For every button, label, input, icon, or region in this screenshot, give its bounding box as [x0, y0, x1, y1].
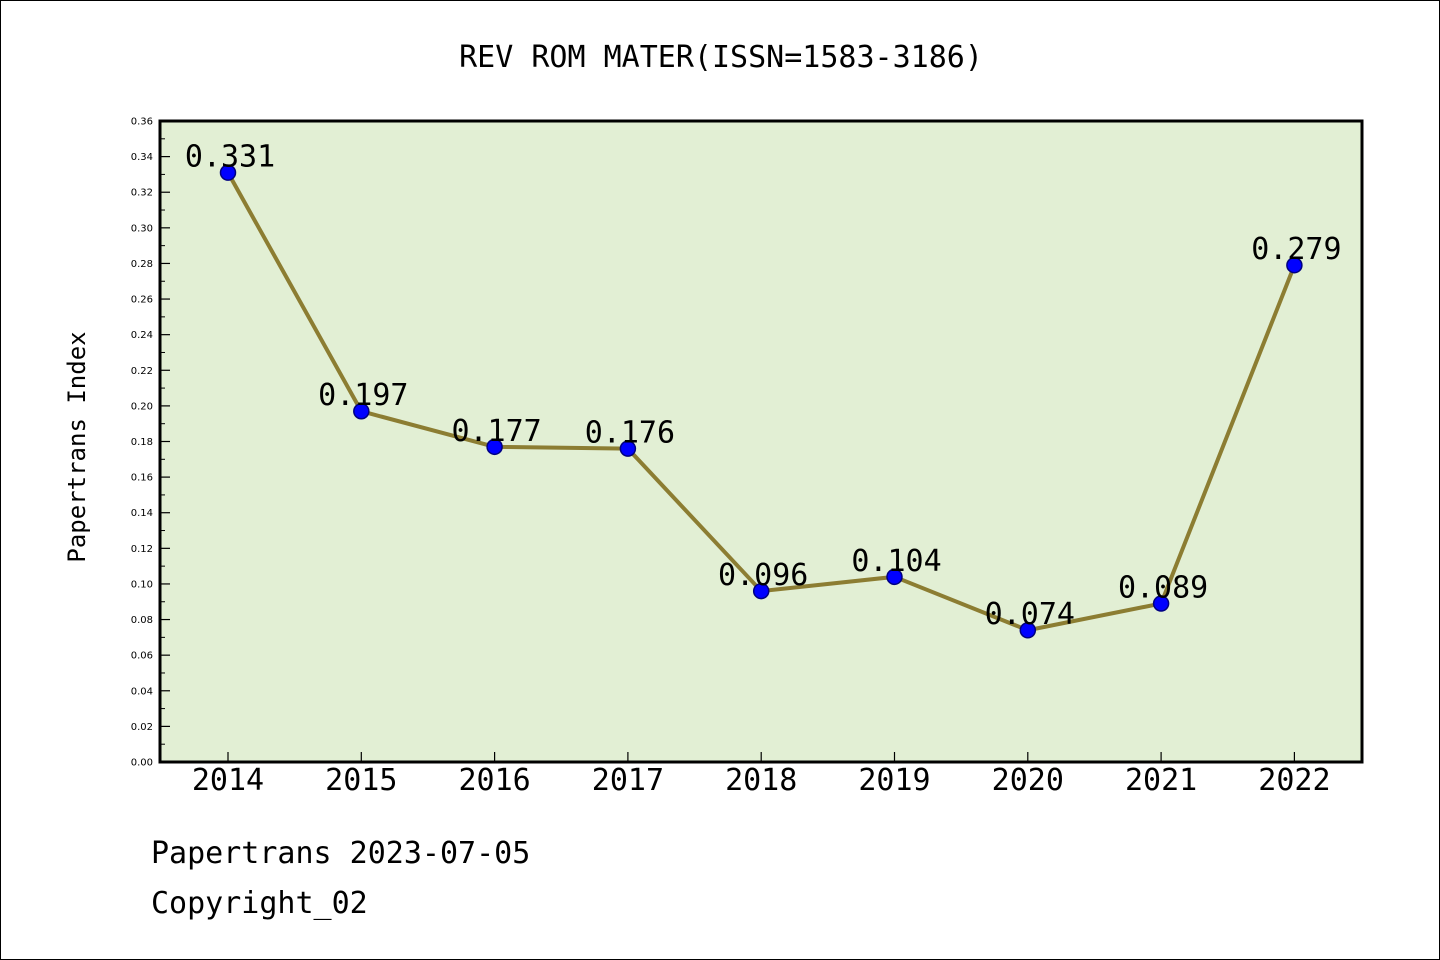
y-tick-label: 0.10: [131, 579, 153, 590]
x-tick-label: 2020: [992, 763, 1064, 798]
footer-date: Papertrans 2023-07-05: [151, 836, 531, 871]
data-label: 0.074: [985, 597, 1075, 632]
data-point: [353, 402, 370, 420]
y-tick-label: 0.18: [131, 437, 153, 448]
data-label: 0.089: [1118, 571, 1208, 606]
data-point: [1286, 256, 1303, 274]
chart-title: REV ROM MATER(ISSN=1583-3186): [459, 40, 983, 75]
y-tick-label: 0.22: [131, 366, 153, 377]
data-label: 0.177: [451, 414, 541, 449]
y-tick-label: 0.32: [131, 188, 153, 199]
data-label: 0.096: [718, 558, 808, 593]
y-tick-label: 0.14: [131, 508, 153, 519]
y-tick-label: 0.08: [131, 615, 153, 626]
y-tick-label: 0.30: [131, 223, 153, 234]
x-tick-label: 2021: [1125, 763, 1197, 798]
y-axis: 0.00 0.02 0.04 0.06 0.08 0.10 0.12 0.14 0.16 0.18…: [131, 117, 170, 769]
data-point: [619, 440, 637, 457]
y-tick-label: 0.20: [131, 401, 153, 412]
data-label: 0.197: [318, 378, 408, 413]
x-tick-label: 2014: [192, 763, 264, 798]
data-label: 0.331: [185, 140, 275, 175]
y-tick-label: 0.26: [131, 295, 153, 306]
data-point: [1019, 621, 1037, 639]
footer-copyright: Copyright_02: [151, 886, 368, 921]
y-tick-label: 0.36: [131, 117, 153, 128]
data-point: [486, 438, 503, 456]
data-label: 0.279: [1251, 232, 1341, 267]
x-tick-label: 2015: [325, 763, 397, 798]
plot-area: [158, 119, 1364, 764]
x-tick-label: 2022: [1258, 763, 1330, 798]
y-tick-label: 0.16: [131, 473, 153, 484]
y-tick-label: 0.04: [131, 686, 153, 697]
data-point: [886, 568, 903, 586]
y-tick-label: 0.06: [131, 651, 153, 662]
y-tick-label: 0.02: [131, 722, 153, 733]
data-label: 0.176: [585, 416, 675, 451]
y-tick-label: 0.24: [131, 330, 153, 341]
y-tick-label: 0.34: [131, 152, 153, 163]
x-axis: 2014 2015 2016 2017 2018 2019 2020 2021 2022: [192, 752, 1331, 798]
x-tick-label: 2017: [592, 763, 664, 798]
data-label: 0.104: [851, 544, 941, 579]
y-tick-label: 0.00: [131, 758, 153, 769]
y-axis-label: Papertrans Index: [63, 331, 91, 562]
data-point: [1152, 595, 1170, 612]
x-tick-label: 2016: [458, 763, 530, 798]
x-tick-label: 2019: [858, 763, 930, 798]
y-tick-label: 0.12: [131, 544, 153, 555]
data-point: [219, 164, 237, 181]
x-tick-label: 2018: [725, 763, 797, 798]
series-layer: 0.331 0.197 0.177 0.176 0.096 0.104 0.074 0.089…: [185, 140, 1342, 639]
data-point: [752, 582, 770, 600]
y-tick-label: 0.28: [131, 259, 153, 270]
